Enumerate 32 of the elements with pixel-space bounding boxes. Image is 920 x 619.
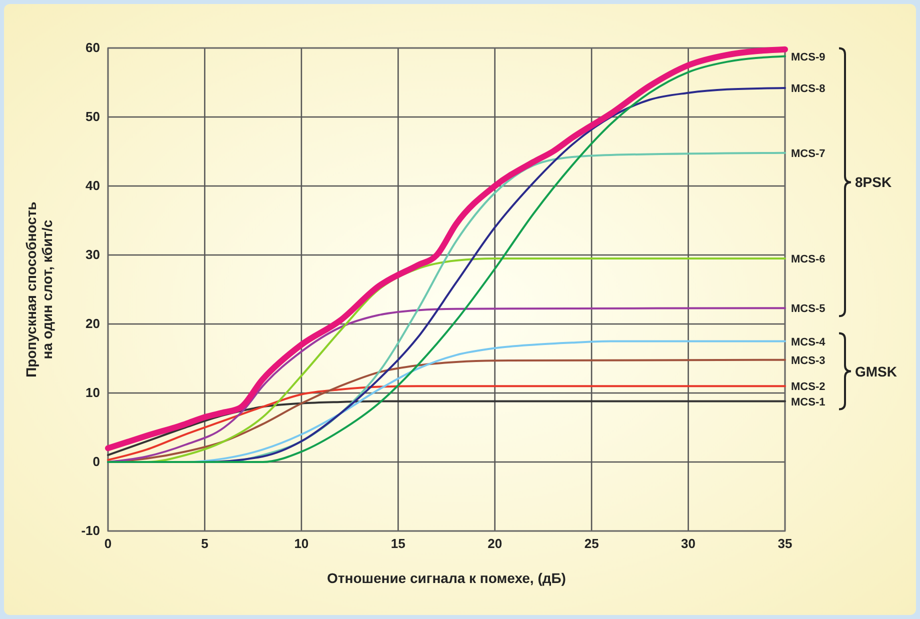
series-label: MCS-7 — [791, 148, 826, 160]
y-tick-label: 40 — [86, 178, 100, 194]
line-series — [107, 385, 786, 461]
series-label: MCS-1 — [791, 396, 826, 408]
x-axis-title: Отношение сигнала к помехе, (дБ) — [327, 570, 566, 586]
x-tick-label: 15 — [390, 536, 406, 552]
x-tick-label: 35 — [778, 536, 792, 552]
y-tick-label: 10 — [86, 385, 100, 400]
text: GMSK — [855, 363, 897, 380]
series-label: MCS-8 — [791, 83, 826, 96]
series-label: MCS-4 — [791, 336, 826, 348]
y-tick-label: 0 — [92, 454, 100, 470]
series-label: MCS-5 — [791, 303, 826, 316]
y-tick-label: 60 — [86, 40, 100, 56]
text: 8PSK — [855, 174, 892, 190]
series-label: MCS-9 — [791, 51, 826, 64]
series-label: MCS-6 — [791, 253, 826, 266]
x-tick-label: 25 — [584, 536, 599, 552]
y-tick-label: 30 — [86, 247, 100, 262]
y-tick-label: 50 — [86, 109, 100, 124]
x-tick-label: 0 — [104, 536, 112, 552]
series-label: MCS-2 — [791, 381, 826, 394]
line-series — [107, 400, 786, 456]
series-label: MCS-3 — [791, 354, 826, 367]
line-series — [107, 307, 786, 463]
y-tick-label: 20 — [86, 316, 100, 332]
x-tick-label: 30 — [681, 536, 696, 552]
x-tick-label: 10 — [294, 536, 309, 552]
y-axis-title: Пропускная способность на один слот, кбит/с — [23, 201, 55, 378]
x-tick-label: 5 — [201, 536, 208, 552]
x-tick-label: 20 — [488, 536, 502, 552]
y-tick-label: -10 — [81, 523, 100, 538]
